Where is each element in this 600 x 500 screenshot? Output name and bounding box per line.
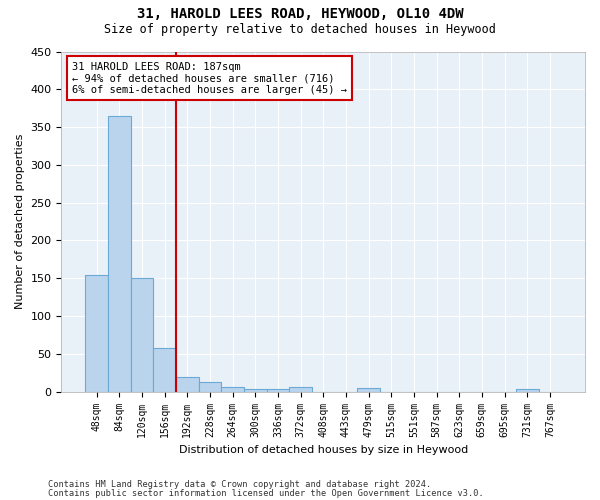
Text: 31, HAROLD LEES ROAD, HEYWOOD, OL10 4DW: 31, HAROLD LEES ROAD, HEYWOOD, OL10 4DW: [137, 8, 463, 22]
Bar: [153, 348, 176, 392]
Y-axis label: Number of detached properties: Number of detached properties: [15, 134, 25, 310]
Bar: [131, 278, 153, 392]
X-axis label: Distribution of detached houses by size in Heywood: Distribution of detached houses by size …: [179, 445, 468, 455]
Text: 31 HAROLD LEES ROAD: 187sqm
← 94% of detached houses are smaller (716)
6% of sem: 31 HAROLD LEES ROAD: 187sqm ← 94% of det…: [72, 62, 347, 95]
Bar: [176, 378, 199, 392]
Bar: [199, 382, 221, 392]
Bar: [85, 274, 108, 392]
Bar: [244, 388, 266, 392]
Text: Contains HM Land Registry data © Crown copyright and database right 2024.: Contains HM Land Registry data © Crown c…: [48, 480, 431, 489]
Bar: [266, 388, 289, 392]
Bar: [108, 116, 131, 392]
Bar: [289, 387, 312, 392]
Bar: [357, 388, 380, 392]
Text: Size of property relative to detached houses in Heywood: Size of property relative to detached ho…: [104, 22, 496, 36]
Text: Contains public sector information licensed under the Open Government Licence v3: Contains public sector information licen…: [48, 489, 484, 498]
Bar: [221, 387, 244, 392]
Bar: [516, 388, 539, 392]
